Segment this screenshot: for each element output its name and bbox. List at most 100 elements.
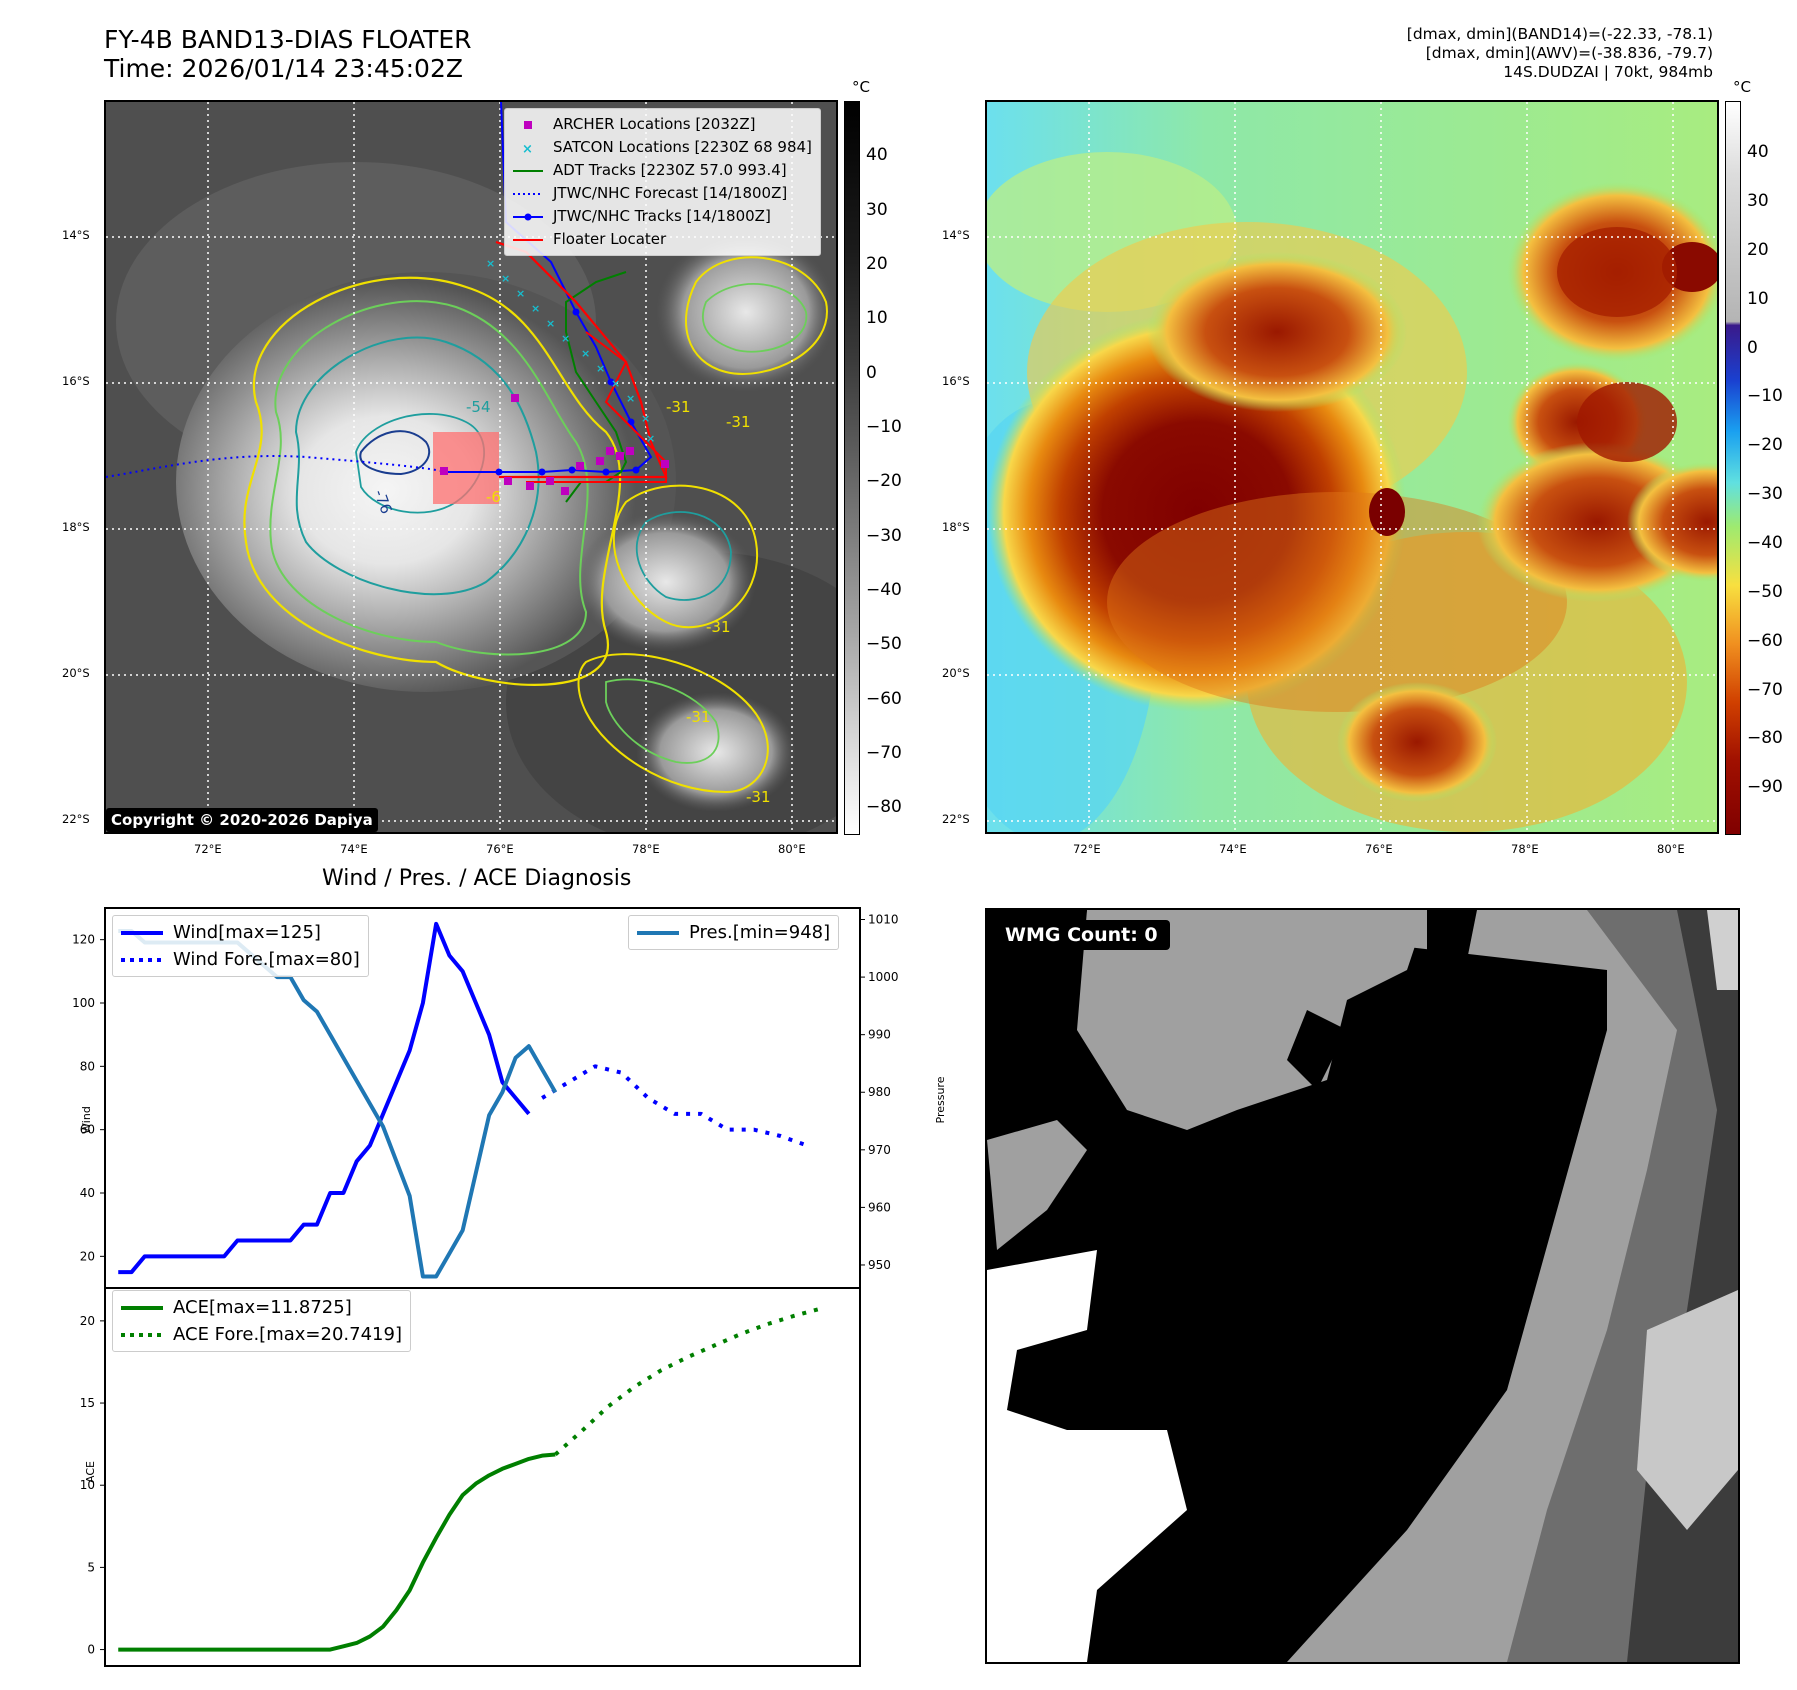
lat-label: 20°S [62, 666, 90, 680]
series-ace-line [118, 1452, 556, 1652]
lat-label: 18°S [62, 520, 90, 534]
contour-label: -31 [686, 708, 711, 726]
diagnosis-chart: 20 40 60 80 100 120 950 960 970 980 990 1000 1010 0 5… [72, 907, 947, 1667]
pressure-tick-label: 1000 [868, 970, 899, 984]
colorbar-left-tick: −60 [866, 689, 902, 709]
ace-tick-label: 10 [80, 1478, 95, 1492]
contour-label: -31 [666, 398, 691, 416]
ir-map-panel: × × × × × × × × × × × × -54 -76 -31 -31 -31 -31 -… [104, 100, 838, 834]
chart-time: Time: 2026/01/14 23:45:02Z [104, 54, 463, 83]
colorbar-left-tick: −30 [866, 526, 902, 546]
ace-axes: 0 5 10 15 20 [80, 1287, 861, 1667]
legend-satcon: SATCON Locations [2230Z 68 984] [553, 138, 812, 156]
colorbar-right-tick: −20 [1747, 435, 1783, 455]
svg-text:×: × [561, 332, 570, 345]
legend-ace: ACE[max=11.8725] [173, 1297, 352, 1318]
contour-label: -54 [466, 398, 491, 416]
colorbar-right-tick: 0 [1747, 338, 1758, 358]
colorbar-right-tick: −30 [1747, 484, 1783, 504]
legend-adt: ADT Tracks [2230Z 57.0 993.4] [553, 161, 787, 179]
lon-label: 72°E [1073, 842, 1101, 856]
wind-tick-label: 20 [80, 1249, 95, 1263]
ace-ylabel: ACE [84, 1461, 97, 1483]
colorbar-left-tick: −20 [866, 471, 902, 491]
pressure-tick-label: 980 [868, 1085, 891, 1099]
lat-label: 14°S [942, 228, 970, 242]
wind-tick-label: 80 [80, 1059, 95, 1073]
legend-wind: Wind[max=125] [173, 922, 321, 943]
lon-label: 76°E [486, 842, 514, 856]
colorbar-left-tick: −10 [866, 417, 902, 437]
wv-map-image [987, 102, 1717, 832]
legend-archer: ARCHER Locations [2032Z] [553, 115, 756, 133]
colorbar-left-tick: 0 [866, 363, 877, 383]
legend-floater: Floater Locater [553, 230, 667, 248]
ace-tick-label: 0 [87, 1643, 95, 1657]
wind-tick-label: 120 [72, 933, 95, 947]
colorbar-right-tick: 10 [1747, 289, 1769, 309]
series-ace-forecast [554, 1306, 821, 1456]
pressure-legend: Pres.[min=948] [628, 915, 840, 950]
svg-text:×: × [611, 377, 620, 390]
colorbar-left-tick: 40 [866, 145, 888, 165]
svg-text:×: × [646, 432, 655, 445]
lon-label: 80°E [1657, 842, 1685, 856]
info-storm: 14S.DUDZAI | 70kt, 984mb [1503, 63, 1713, 81]
wind-tick-label: 40 [80, 1186, 95, 1200]
lat-label: 22°S [62, 812, 90, 826]
lat-label: 14°S [62, 228, 90, 242]
svg-text:×: × [581, 347, 590, 360]
colorbar-right [1725, 101, 1741, 835]
colorbar-right-tick: −50 [1747, 582, 1783, 602]
legend-jtwc-tracks: JTWC/NHC Tracks [14/1800Z] [553, 207, 771, 225]
svg-text:×: × [596, 362, 605, 375]
pressure-tick-label: 970 [868, 1143, 891, 1157]
colorbar-right-tick: −70 [1747, 680, 1783, 700]
lat-label: 22°S [942, 812, 970, 826]
wind-tick-label: 60 [80, 1123, 95, 1137]
svg-text:×: × [501, 272, 510, 285]
colorbar-right-tick: −40 [1747, 533, 1783, 553]
ace-legend: ACE[max=11.8725] ACE Fore.[max=20.7419] [112, 1290, 411, 1352]
contour-label: -31 [746, 788, 771, 806]
lon-label: 80°E [778, 842, 806, 856]
pressure-tick-label: 960 [868, 1200, 891, 1214]
info-awv: [dmax, dmin](AWV)=(-38.836, -79.7) [1425, 44, 1713, 62]
colorbar-right-tick: 30 [1747, 191, 1769, 211]
copyright-badge: Copyright © 2020-2026 Dapiya [106, 808, 378, 832]
series-wind-fore-forecast [541, 1064, 808, 1148]
lon-label: 76°E [1365, 842, 1393, 856]
info-band14: [dmax, dmin](BAND14)=(-22.33, -78.1) [1406, 25, 1713, 43]
colorbar-right-tick: 20 [1747, 240, 1769, 260]
lon-label: 78°E [632, 842, 660, 856]
legend-jtwc-forecast: JTWC/NHC Forecast [14/1800Z] [553, 184, 788, 202]
diagnosis-title: Wind / Pres. / ACE Diagnosis [322, 866, 632, 891]
svg-text:×: × [522, 142, 533, 154]
lon-label: 74°E [340, 842, 368, 856]
wmg-count-badge: WMG Count: 0 [993, 920, 1170, 950]
pressure-tick-label: 990 [868, 1028, 891, 1042]
ace-tick-label: 20 [80, 1314, 95, 1328]
lat-label: 16°S [62, 374, 90, 388]
pressure-tick-label: 1010 [868, 913, 899, 927]
wmg-image [987, 910, 1738, 1662]
pressure-ylabel: Pressure [934, 1076, 947, 1123]
contour-label: -6 [486, 488, 501, 506]
lon-label: 78°E [1511, 842, 1539, 856]
colorbar-left-tick: 30 [866, 200, 888, 220]
chart-title: FY-4B BAND13-DIAS FLOATER [104, 25, 472, 54]
colorbar-left-tick: −70 [866, 743, 902, 763]
lat-label: 16°S [942, 374, 970, 388]
svg-text:×: × [546, 317, 555, 330]
ace-tick-label: 5 [87, 1560, 95, 1574]
colorbar-left-tick: 10 [866, 308, 888, 328]
colorbar-right-tick: −90 [1747, 777, 1783, 797]
colorbar-left [844, 101, 860, 835]
wind-tick-label: 100 [72, 996, 95, 1010]
lon-label: 72°E [194, 842, 222, 856]
pressure-tick-label: 950 [868, 1258, 891, 1272]
colorbar-left-tick: 20 [866, 254, 888, 274]
svg-text:×: × [626, 392, 635, 405]
colorbar-left-tick: −40 [866, 580, 902, 600]
colorbar-left-tick: −50 [866, 634, 902, 654]
